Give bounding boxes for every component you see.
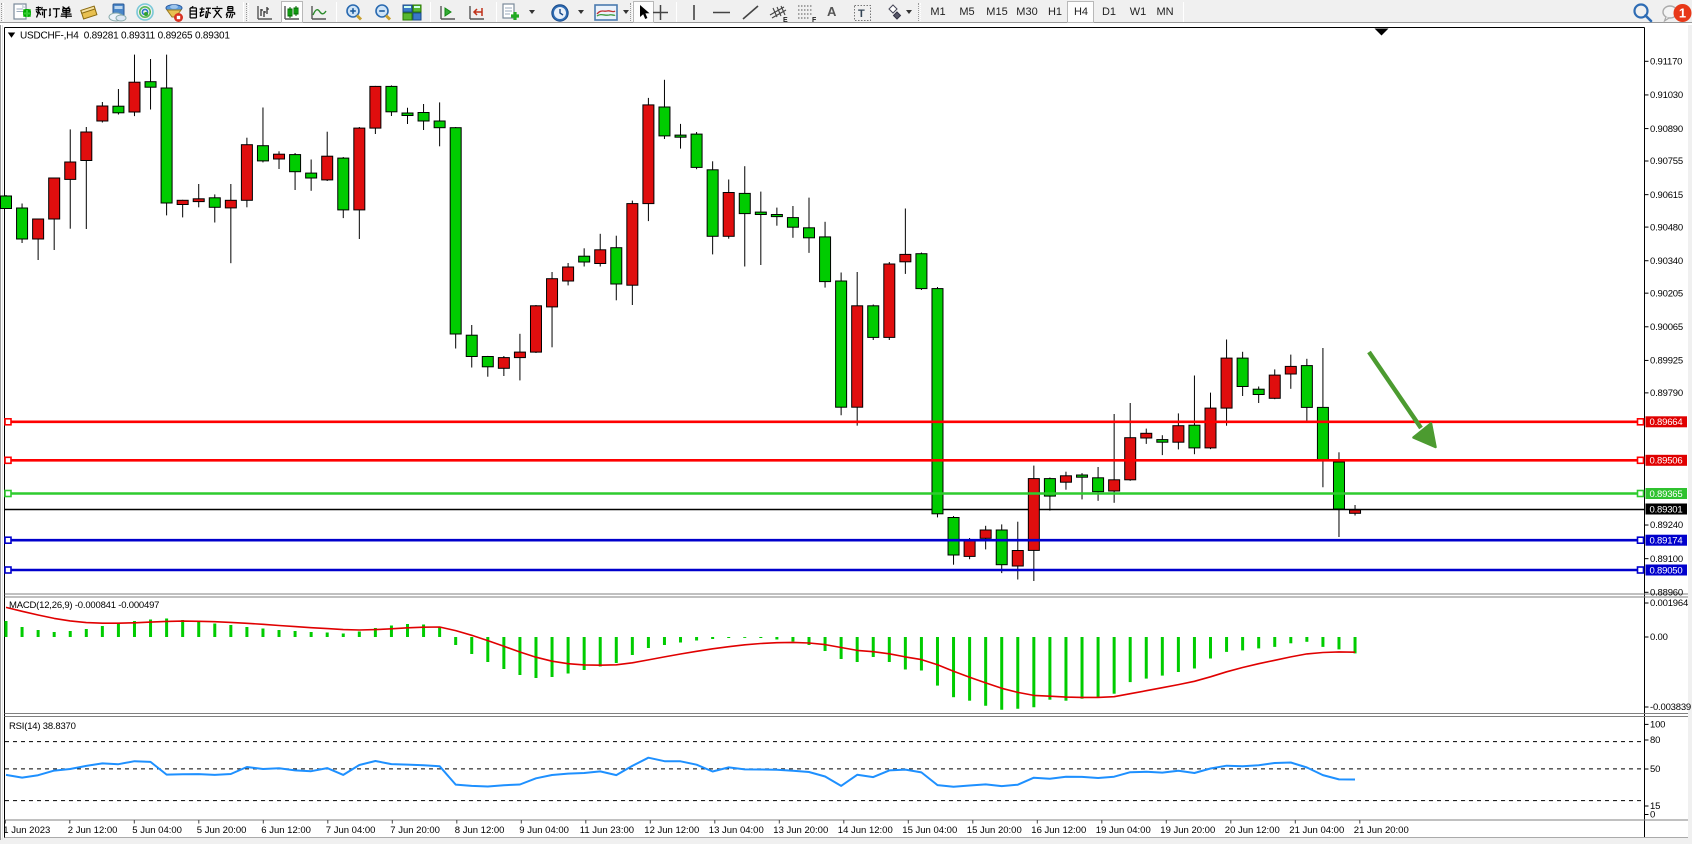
svg-text:5 Jun 04:00: 5 Jun 04:00 xyxy=(132,825,182,836)
svg-text:21 Jun 04:00: 21 Jun 04:00 xyxy=(1289,825,1344,836)
svg-text:0.88960: 0.88960 xyxy=(1650,587,1683,598)
svg-text:0.89365: 0.89365 xyxy=(1650,489,1683,500)
svg-text:0.90615: 0.90615 xyxy=(1650,190,1683,201)
svg-text:RSI(14) 38.8370: RSI(14) 38.8370 xyxy=(9,721,76,732)
svg-text:0.89301: 0.89301 xyxy=(1650,504,1683,515)
svg-text:13 Jun 20:00: 13 Jun 20:00 xyxy=(773,825,828,836)
svg-text:8 Jun 12:00: 8 Jun 12:00 xyxy=(455,825,505,836)
svg-text:13 Jun 04:00: 13 Jun 04:00 xyxy=(709,825,764,836)
svg-text:0: 0 xyxy=(1650,810,1655,821)
svg-text:80: 80 xyxy=(1650,735,1660,746)
svg-text:0.89925: 0.89925 xyxy=(1650,356,1683,367)
svg-text:E: E xyxy=(783,17,788,23)
svg-text:0.90480: 0.90480 xyxy=(1650,222,1683,233)
svg-text:12 Jun 12:00: 12 Jun 12:00 xyxy=(644,825,699,836)
svg-text:1 Jun 2023: 1 Jun 2023 xyxy=(3,825,50,836)
svg-text:19 Jun 20:00: 19 Jun 20:00 xyxy=(1160,825,1215,836)
svg-text:0.00: 0.00 xyxy=(1650,632,1668,643)
svg-text:0.91170: 0.91170 xyxy=(1650,57,1682,68)
svg-text:0.001964: 0.001964 xyxy=(1650,598,1688,609)
svg-text:0.91030: 0.91030 xyxy=(1650,90,1683,101)
svg-text:20 Jun 12:00: 20 Jun 12:00 xyxy=(1225,825,1280,836)
svg-text:T: T xyxy=(858,8,865,20)
svg-text:0.89240: 0.89240 xyxy=(1650,520,1683,531)
svg-text:11 Jun 23:00: 11 Jun 23:00 xyxy=(580,825,634,836)
svg-text:0.90065: 0.90065 xyxy=(1650,322,1683,333)
svg-text:15: 15 xyxy=(1650,801,1660,812)
svg-text:7 Jun 04:00: 7 Jun 04:00 xyxy=(326,825,376,836)
svg-text:5 Jun 20:00: 5 Jun 20:00 xyxy=(197,825,247,836)
svg-text:MACD(12,26,9) -0.000841 -0.000: MACD(12,26,9) -0.000841 -0.000497 xyxy=(9,600,159,611)
svg-text:0.89100: 0.89100 xyxy=(1650,554,1683,565)
svg-text:100: 100 xyxy=(1650,720,1665,731)
svg-text:15 Jun 04:00: 15 Jun 04:00 xyxy=(902,825,957,836)
svg-text:19 Jun 04:00: 19 Jun 04:00 xyxy=(1096,825,1151,836)
svg-text:0.90890: 0.90890 xyxy=(1650,124,1683,135)
svg-text:0.90340: 0.90340 xyxy=(1650,256,1683,267)
svg-text:21 Jun 20:00: 21 Jun 20:00 xyxy=(1354,825,1409,836)
svg-text:15 Jun 20:00: 15 Jun 20:00 xyxy=(967,825,1022,836)
svg-text:-0.003839: -0.003839 xyxy=(1650,702,1691,713)
svg-text:14 Jun 12:00: 14 Jun 12:00 xyxy=(838,825,893,836)
svg-text:1: 1 xyxy=(1679,5,1686,20)
svg-text:2 Jun 12:00: 2 Jun 12:00 xyxy=(68,825,118,836)
svg-text:50: 50 xyxy=(1650,764,1660,775)
svg-text:0.89174: 0.89174 xyxy=(1650,536,1683,547)
svg-text:16 Jun 12:00: 16 Jun 12:00 xyxy=(1031,825,1086,836)
svg-text:0.89050: 0.89050 xyxy=(1650,565,1683,576)
svg-text:0.89790: 0.89790 xyxy=(1650,388,1683,399)
svg-text:7 Jun 20:00: 7 Jun 20:00 xyxy=(390,825,440,836)
svg-text:F: F xyxy=(812,17,817,23)
svg-text:USDCHF-,H4 0.89281 0.89311 0.: USDCHF-,H4 0.89281 0.89311 0.89265 0.893… xyxy=(20,31,230,42)
svg-text:6 Jun 12:00: 6 Jun 12:00 xyxy=(261,825,311,836)
svg-text:0.90755: 0.90755 xyxy=(1650,156,1683,167)
svg-text:0.89506: 0.89506 xyxy=(1650,456,1683,467)
svg-text:0.90205: 0.90205 xyxy=(1650,288,1683,299)
svg-text:0.89664: 0.89664 xyxy=(1650,417,1683,428)
svg-text:9 Jun 04:00: 9 Jun 04:00 xyxy=(519,825,569,836)
